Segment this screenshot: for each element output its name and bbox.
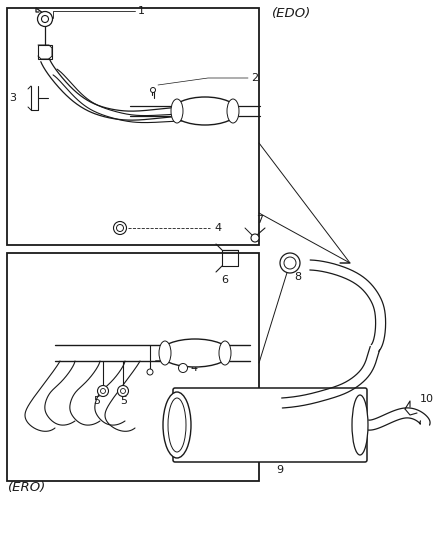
Circle shape [147,369,153,375]
Text: 10: 10 [420,394,434,404]
Bar [7,253,259,481]
FancyBboxPatch shape [173,388,367,462]
Text: (EDO): (EDO) [272,7,311,20]
Text: 1: 1 [138,6,145,16]
Text: 3: 3 [9,93,16,103]
Circle shape [100,389,106,393]
Text: 7: 7 [256,215,264,225]
Text: (ERO): (ERO) [8,481,46,494]
Circle shape [251,234,259,242]
Circle shape [117,385,128,397]
Circle shape [38,12,53,27]
Ellipse shape [159,341,171,365]
Text: 6: 6 [222,275,229,285]
Circle shape [113,222,127,235]
Text: 2: 2 [251,73,258,83]
Circle shape [117,224,124,231]
Circle shape [98,385,109,397]
Text: 2: 2 [177,355,184,365]
Ellipse shape [352,395,368,455]
Text: 9: 9 [276,465,283,475]
Text: 5: 5 [93,396,100,406]
Circle shape [179,364,187,373]
Ellipse shape [173,97,237,125]
Ellipse shape [280,253,300,273]
Bar [7,8,259,245]
Circle shape [42,15,49,22]
Ellipse shape [160,339,230,367]
Text: 8: 8 [294,272,301,282]
Bar [38,45,52,59]
Text: 4: 4 [214,223,221,233]
Text: 5: 5 [120,396,127,406]
Ellipse shape [219,341,231,365]
Circle shape [120,389,126,393]
Text: 4: 4 [190,363,197,373]
Ellipse shape [227,99,239,123]
Ellipse shape [171,99,183,123]
Circle shape [151,87,155,93]
Ellipse shape [168,398,186,452]
Ellipse shape [163,392,191,458]
Ellipse shape [284,257,296,269]
